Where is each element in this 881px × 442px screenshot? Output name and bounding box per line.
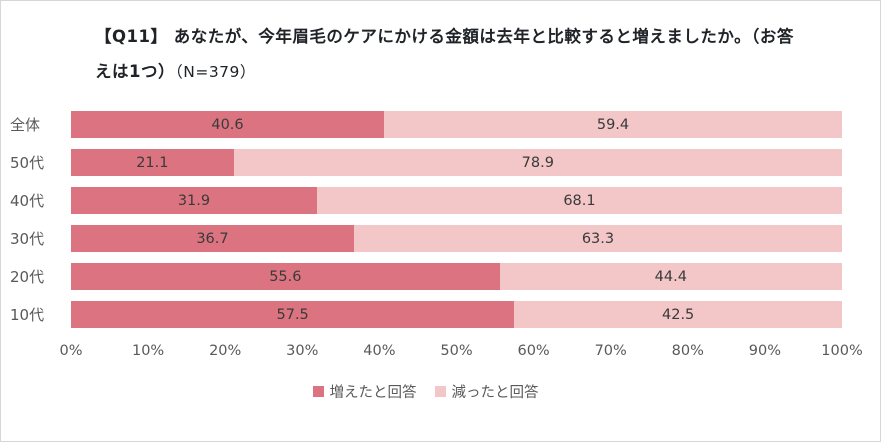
value-label: 42.5 [662, 306, 695, 323]
bar-row: 50代 21.1 78.9 [9, 144, 842, 182]
bar-track: 36.7 63.3 [71, 225, 842, 253]
value-label: 68.1 [563, 192, 596, 209]
legend-swatch [312, 385, 324, 397]
category-label: 全体 [10, 116, 41, 135]
bar-segment: 68.1 [316, 187, 842, 215]
value-label: 59.4 [596, 116, 630, 133]
value-label: 63.3 [581, 230, 615, 247]
x-tick-label: 100% [821, 342, 863, 359]
chart-title-sample-size: （N=379） [174, 63, 256, 82]
bar-segment: 57.5 [71, 301, 515, 329]
bar-segment: 78.9 [233, 149, 842, 177]
bar-row: 40代 31.9 68.1 [9, 182, 842, 220]
bar-track: 21.1 78.9 [71, 149, 842, 177]
legend-swatch [434, 385, 446, 397]
value-label: 31.9 [177, 192, 211, 209]
bar-plot: 全体 40.6 59.4 50代 21.1 78.9 40代 31.9 68.1 30代 36.7 6… [9, 106, 842, 334]
bar-segment: 63.3 [353, 225, 842, 253]
x-tick-label: 80% [671, 342, 704, 359]
value-label: 55.6 [269, 268, 302, 285]
bar-segment: 36.7 [71, 225, 354, 253]
bar-row: 10代 57.5 42.5 [9, 296, 842, 334]
bar-segment: 42.5 [514, 301, 842, 329]
bar-segment: 44.4 [499, 263, 842, 291]
legend-label: 減ったと回答 [451, 384, 539, 401]
category-label: 20代 [10, 268, 45, 287]
value-label: 36.7 [196, 230, 229, 247]
x-axis: 0% 10% 20% 30% 40% 50% 60% 70% 80% 90% 100% [9, 342, 862, 365]
legend-label: 増えたと回答 [329, 384, 417, 401]
category-label: 30代 [10, 230, 45, 249]
category-label: 10代 [10, 306, 45, 325]
x-tick-label: 0% [59, 342, 83, 359]
bar-track: 55.6 44.4 [71, 263, 842, 291]
bar-row: 全体 40.6 59.4 [9, 106, 842, 144]
x-axis-ticks: 0% 10% 20% 30% 40% 50% 60% 70% 80% 90% 100% [59, 342, 862, 365]
x-tick-label: 70% [594, 342, 627, 359]
legend-item: 減ったと回答 [434, 381, 539, 402]
value-label: 21.1 [136, 154, 169, 171]
legend: 増えたと回答 減ったと回答 [9, 381, 842, 402]
value-label: 78.9 [521, 154, 554, 171]
x-tick-label: 90% [748, 342, 782, 359]
x-tick-label: 10% [131, 342, 165, 359]
x-tick-label: 20% [209, 342, 242, 359]
bar-track: 40.6 59.4 [71, 111, 842, 139]
bar-row: 30代 36.7 63.3 [9, 220, 842, 258]
bar-track: 57.5 42.5 [71, 301, 842, 329]
value-label: 57.5 [276, 306, 309, 323]
x-tick-label: 30% [286, 342, 319, 359]
x-tick-label: 40% [363, 342, 396, 359]
bar-segment: 21.1 [71, 149, 234, 177]
bar-segment: 31.9 [71, 187, 317, 215]
x-tick-label: 50% [440, 342, 473, 359]
legend-item: 増えたと回答 [312, 381, 417, 402]
bar-row: 20代 55.6 44.4 [9, 258, 842, 296]
x-tick-label: 60% [517, 342, 550, 359]
bar-segment: 59.4 [384, 111, 842, 139]
bar-track: 31.9 68.1 [71, 187, 842, 215]
bar-segment: 55.6 [71, 263, 500, 291]
category-label: 40代 [10, 192, 45, 211]
value-label: 40.6 [211, 116, 244, 133]
chart-title: 【Q11】 あなたが、今年眉毛のケアにかける金額は去年と比較すると増えましたか。… [95, 19, 807, 90]
category-label: 50代 [10, 154, 45, 173]
bar-segment: 40.6 [71, 111, 385, 139]
value-label: 44.4 [654, 268, 687, 285]
chart-title-main: 【Q11】 あなたが、今年眉毛のケアにかける金額は去年と比較すると増えましたか。… [95, 27, 794, 82]
